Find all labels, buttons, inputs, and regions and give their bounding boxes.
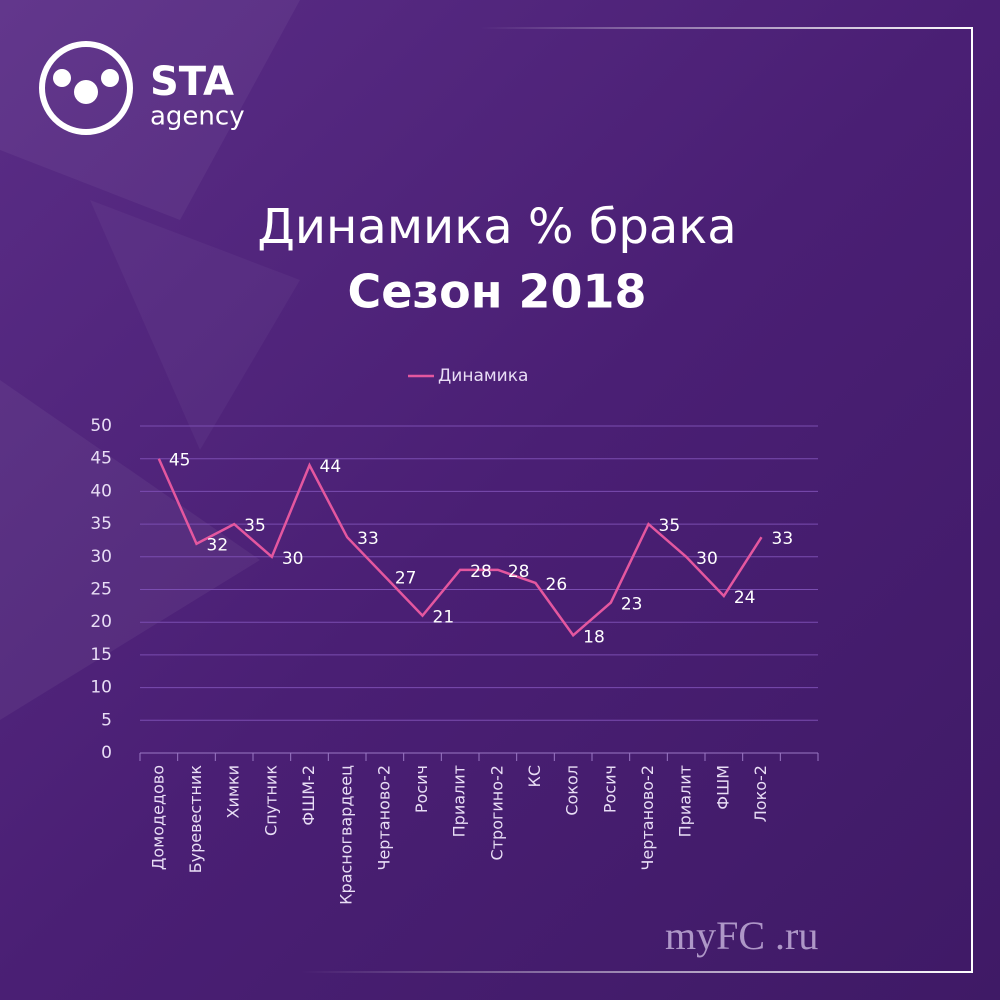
y-tick-label: 40 — [90, 481, 112, 501]
x-tick-label: Сокол — [563, 765, 582, 816]
x-tick-label: Чертаново-2 — [638, 765, 657, 871]
y-tick-label: 45 — [90, 449, 112, 469]
x-tick-label: ФШМ-2 — [299, 765, 318, 826]
logo-ball — [101, 69, 119, 87]
y-tick-label: 5 — [101, 710, 112, 730]
x-tick-label: Строгино-2 — [487, 765, 506, 860]
x-tick-label: Приалит — [450, 765, 469, 837]
logo-sub: agency — [150, 102, 245, 132]
logo-ball — [53, 69, 71, 87]
data-label: 24 — [734, 588, 756, 608]
x-tick-label: ФШМ — [713, 765, 732, 810]
data-label: 26 — [546, 575, 568, 595]
watermark: myFC .ru — [665, 913, 818, 958]
data-label: 30 — [696, 549, 718, 569]
y-tick-label: 35 — [90, 514, 112, 534]
data-label: 44 — [320, 457, 342, 477]
data-label: 33 — [357, 529, 379, 549]
y-tick-label: 50 — [90, 416, 112, 436]
bg-shape — [90, 200, 300, 450]
y-tick-label: 15 — [90, 645, 112, 665]
x-tick-label: Спутник — [261, 765, 280, 836]
y-tick-label: 25 — [90, 580, 112, 600]
data-label: 33 — [772, 529, 794, 549]
data-label: 30 — [282, 549, 304, 569]
x-tick-label: Локо-2 — [751, 765, 770, 822]
frame — [300, 971, 973, 973]
x-tick-label: Росич — [412, 765, 431, 813]
y-tick-label: 20 — [90, 612, 112, 632]
frame — [480, 27, 973, 29]
x-tick-label: Буревестник — [186, 765, 205, 874]
data-label: 45 — [169, 451, 191, 471]
x-tick-label: Чертаново-2 — [374, 765, 393, 871]
data-label: 18 — [583, 627, 605, 647]
x-tick-label: Домодедово — [148, 765, 167, 870]
line-series — [157, 458, 763, 638]
x-tick-label: Химки — [224, 765, 243, 819]
bg-shape — [0, 380, 260, 720]
logo: STA agency — [39, 41, 245, 135]
legend-label: Динамика — [438, 366, 528, 386]
chart-title: Динамика % брака — [257, 199, 736, 255]
x-tick-label: КС — [525, 765, 544, 788]
y-tick-label: 10 — [90, 678, 112, 698]
logo-ball — [39, 41, 133, 135]
data-label: 32 — [207, 536, 229, 556]
frame — [971, 27, 973, 973]
data-label: 21 — [433, 608, 455, 628]
y-tick-label: 0 — [101, 743, 112, 763]
data-label: 35 — [659, 516, 681, 536]
data-label: 35 — [244, 516, 266, 536]
data-label: 28 — [470, 562, 492, 582]
y-tick-label: 30 — [90, 547, 112, 567]
x-tick-label: Красногвардеец — [337, 765, 356, 905]
x-tick-label: Приалит — [676, 765, 695, 837]
x-tick-label: Росич — [600, 765, 619, 813]
data-label: 27 — [395, 568, 417, 588]
data-label: 28 — [508, 562, 530, 582]
data-label: 23 — [621, 595, 643, 615]
logo-name: STA — [150, 59, 234, 105]
chart-subtitle: Сезон 2018 — [347, 265, 646, 319]
bg-shape — [0, 0, 300, 220]
logo-ball — [74, 80, 98, 104]
